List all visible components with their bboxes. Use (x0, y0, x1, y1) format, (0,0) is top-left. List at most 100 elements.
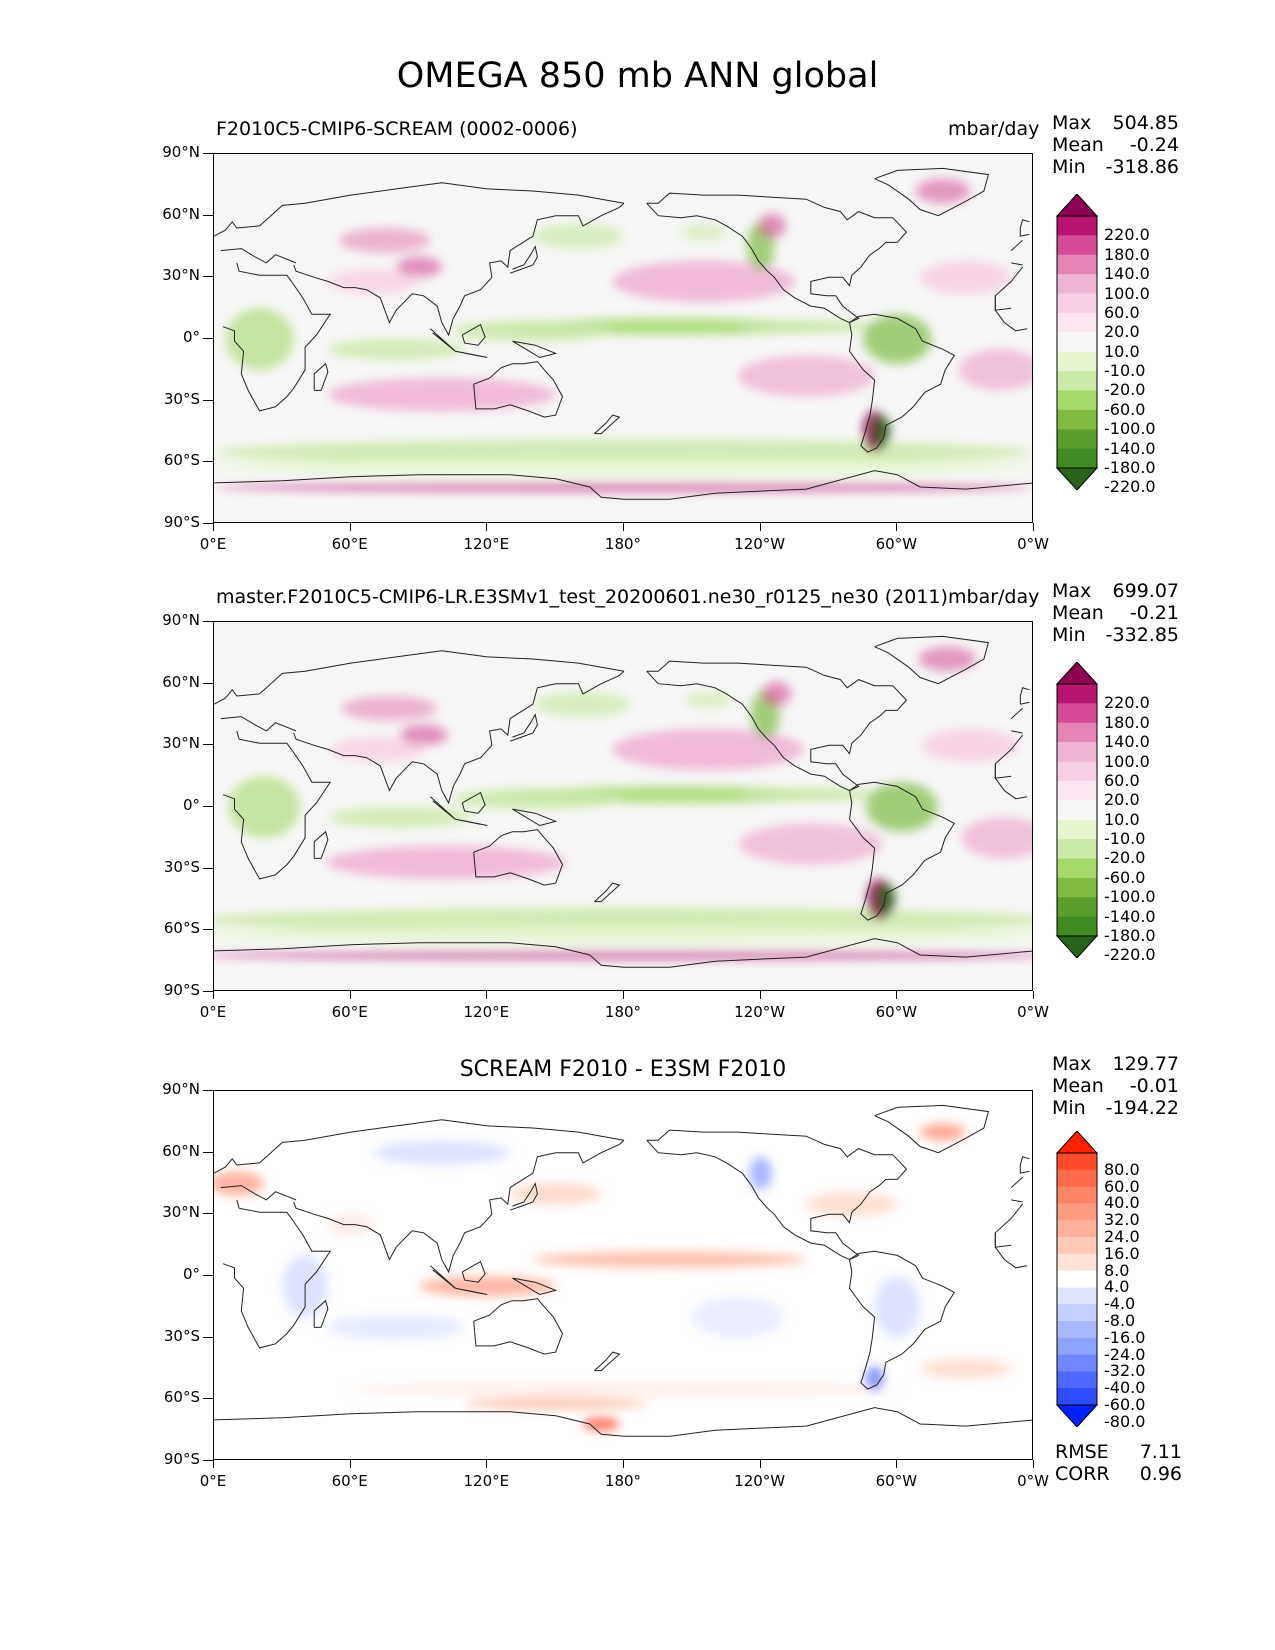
map-canvas (214, 635, 1032, 968)
lon-tick (896, 991, 898, 999)
lat-tick-label: 60°N (162, 204, 200, 223)
panel-2-stats: Max 699.07 Mean -0.21 Min -332.85 (1052, 580, 1179, 646)
lon-tick-label: 120°W (734, 1472, 786, 1490)
coastline (874, 635, 990, 685)
coastline (473, 829, 564, 886)
lat-tick (203, 1460, 213, 1461)
lon-tick (1033, 1460, 1034, 1468)
stat-mean-label: Mean (1052, 602, 1104, 624)
stat-max-value: 129.77 (1112, 1053, 1179, 1075)
colorbar-tick-label: 140.0 (1104, 732, 1150, 752)
corr-label: CORR (1055, 1463, 1110, 1485)
colorbar-tick-label: -140.0 (1104, 438, 1156, 458)
colorbar-tick-label: 220.0 (1104, 693, 1150, 713)
lat-tick-label: 30°S (163, 1326, 200, 1345)
coastline (293, 1139, 625, 1274)
colorbar-tick-label: -10.0 (1104, 361, 1146, 381)
panel-1-title: F2010C5-CMIP6-SCREAM (0002-0006) (216, 118, 578, 140)
colorbar-segment (1057, 274, 1097, 295)
lat-tick-label: 60°S (163, 919, 200, 938)
panel-3-title: SCREAM F2010 - E3SM F2010 (459, 1057, 787, 1082)
coastline (313, 362, 329, 391)
coastline (874, 1104, 990, 1154)
lon-tick (213, 991, 214, 999)
field-shading-region (918, 646, 977, 672)
coastline (1011, 1199, 1023, 1203)
coastline (461, 791, 486, 814)
lon-tick-label: 0°W (1017, 535, 1049, 553)
stat-mean-label: Mean (1052, 134, 1104, 156)
field-shading-region (762, 681, 791, 707)
panel-2-colorbar (1055, 662, 1099, 958)
coastline (313, 830, 329, 859)
coastline (509, 245, 538, 274)
stat-min-label: Min (1052, 1097, 1086, 1119)
colorbar-tick-label: -24.0 (1104, 1344, 1146, 1364)
lat-tick (203, 621, 213, 622)
colorbar-segment (1057, 1371, 1097, 1389)
coastline (214, 1407, 1032, 1437)
stat-max-value: 504.85 (1112, 112, 1179, 134)
colorbar-tick-label: 140.0 (1104, 264, 1150, 284)
coastline (214, 182, 625, 237)
colorbar-tick-label: -60.0 (1104, 867, 1146, 887)
field-shading-region (758, 213, 786, 239)
colorbar-segment (1057, 351, 1097, 372)
lat-tick-label: 60°S (163, 1388, 200, 1407)
field-shading-region (863, 314, 932, 364)
lat-tick (203, 338, 213, 339)
lon-tick-label: 60°E (331, 1472, 368, 1490)
lat-tick (203, 1275, 213, 1276)
field-shading-region (958, 349, 1032, 391)
coastline (461, 323, 486, 346)
field-shading-region (872, 415, 891, 448)
lon-tick (896, 1460, 898, 1468)
coastline (220, 716, 297, 732)
field-shading-region (535, 691, 631, 717)
panel-2-title: master.F2010C5-CMIP6-LR.E3SMv1_test_2020… (216, 586, 948, 608)
lat-tick-label: 30°N (162, 734, 200, 753)
field-shading-region (532, 1251, 807, 1268)
colorbar-tick-label: 100.0 (1104, 751, 1150, 771)
coastline (874, 167, 990, 217)
colorbar-tick-label: -8.0 (1104, 1311, 1136, 1330)
lon-tick-label: 120°E (463, 535, 510, 553)
field-shading-region (961, 817, 1032, 859)
coastline (1010, 1176, 1023, 1188)
colorbar-tick-label: 20.0 (1104, 322, 1140, 342)
coastline (473, 1298, 564, 1355)
coastline (646, 660, 908, 792)
lon-tick (486, 523, 488, 531)
rmse-label: RMSE (1055, 1441, 1109, 1463)
colorbar-segment (1057, 1287, 1097, 1305)
lon-tick (623, 523, 624, 531)
map-canvas (214, 167, 1032, 500)
colorbar-tick-label: 8.0 (1104, 1260, 1130, 1280)
field-shading-region (915, 178, 971, 204)
lat-tick-label: 0° (182, 796, 200, 814)
lat-tick (203, 1213, 213, 1215)
field-shading-region (214, 950, 1032, 960)
stat-mean-value: -0.24 (1129, 134, 1179, 156)
coastline (509, 713, 538, 742)
field-shading-region (612, 728, 804, 770)
coastline (430, 796, 456, 820)
panel-3-colorbar (1055, 1131, 1099, 1427)
lat-tick-label: 30°S (163, 857, 200, 876)
colorbar-segment (1057, 916, 1097, 937)
field-shading-region (327, 378, 556, 411)
panel-3-stats: Max 129.77 Mean -0.01 Min -194.22 (1052, 1053, 1179, 1119)
field-shading-region (228, 776, 300, 838)
lon-tick-label: 120°W (734, 535, 786, 553)
lon-tick (213, 1460, 214, 1468)
colorbar-tick-label: 32.0 (1104, 1210, 1140, 1230)
colorbar-segment (1057, 684, 1097, 704)
lat-tick-label: 90°S (163, 513, 200, 531)
coastline (461, 1260, 486, 1283)
stat-max-label: Max (1052, 1053, 1092, 1075)
colorbar-outline (1056, 1152, 1098, 1406)
lon-tick (486, 1460, 488, 1468)
lat-tick (203, 153, 213, 154)
lat-tick-label: 90°N (162, 143, 200, 161)
lon-tick (623, 1460, 624, 1468)
